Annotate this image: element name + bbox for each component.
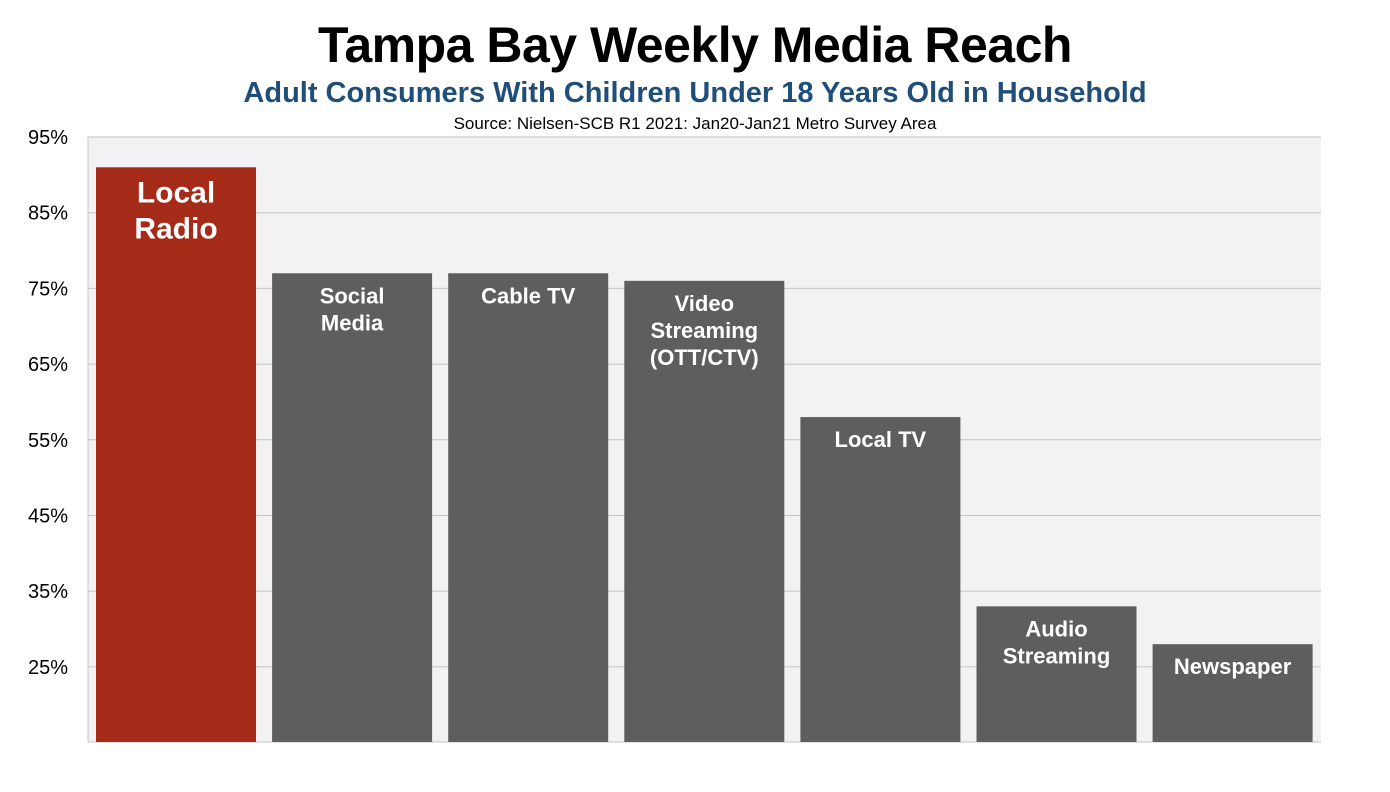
y-tick-label: 75% bbox=[28, 278, 68, 300]
bar-label: Streaming bbox=[651, 318, 759, 343]
y-tick-label: 25% bbox=[28, 657, 68, 679]
y-tick-label: 65% bbox=[28, 354, 68, 376]
chart-subtitle: Adult Consumers With Children Under 18 Y… bbox=[243, 77, 1147, 109]
bar-label: Streaming bbox=[1003, 643, 1111, 668]
chart-source: Source: Nielsen-SCB R1 2021: Jan20-Jan21… bbox=[453, 114, 937, 133]
bar-audio-streaming bbox=[976, 606, 1137, 742]
bar-newspaper bbox=[1152, 644, 1313, 742]
bar-label: Social bbox=[320, 283, 385, 308]
y-tick-label: 35% bbox=[28, 581, 68, 603]
bar-social-media bbox=[272, 273, 433, 742]
bar-label: Newspaper bbox=[1174, 654, 1292, 679]
y-tick-label: 55% bbox=[28, 430, 68, 452]
bar-label: Radio bbox=[134, 212, 217, 245]
y-tick-label: 85% bbox=[28, 203, 68, 225]
bar-label: Cable TV bbox=[481, 283, 575, 308]
bar-label: Local TV bbox=[835, 427, 927, 452]
chart-title: Tampa Bay Weekly Media Reach bbox=[318, 17, 1072, 73]
bar-cable-tv bbox=[448, 273, 609, 742]
bar-label: Video bbox=[675, 291, 735, 316]
y-tick-label: 95% bbox=[28, 127, 68, 149]
bar-label: Local bbox=[137, 176, 215, 209]
bar-local-radio bbox=[96, 167, 256, 742]
bar-label: Audio bbox=[1025, 616, 1087, 641]
bar-label: Media bbox=[321, 310, 384, 335]
y-tick-label: 45% bbox=[28, 506, 68, 528]
bar-local-tv bbox=[800, 417, 961, 742]
bar-label: (OTT/CTV) bbox=[650, 345, 759, 370]
bar-video-streaming-ott-ctv bbox=[624, 280, 785, 742]
